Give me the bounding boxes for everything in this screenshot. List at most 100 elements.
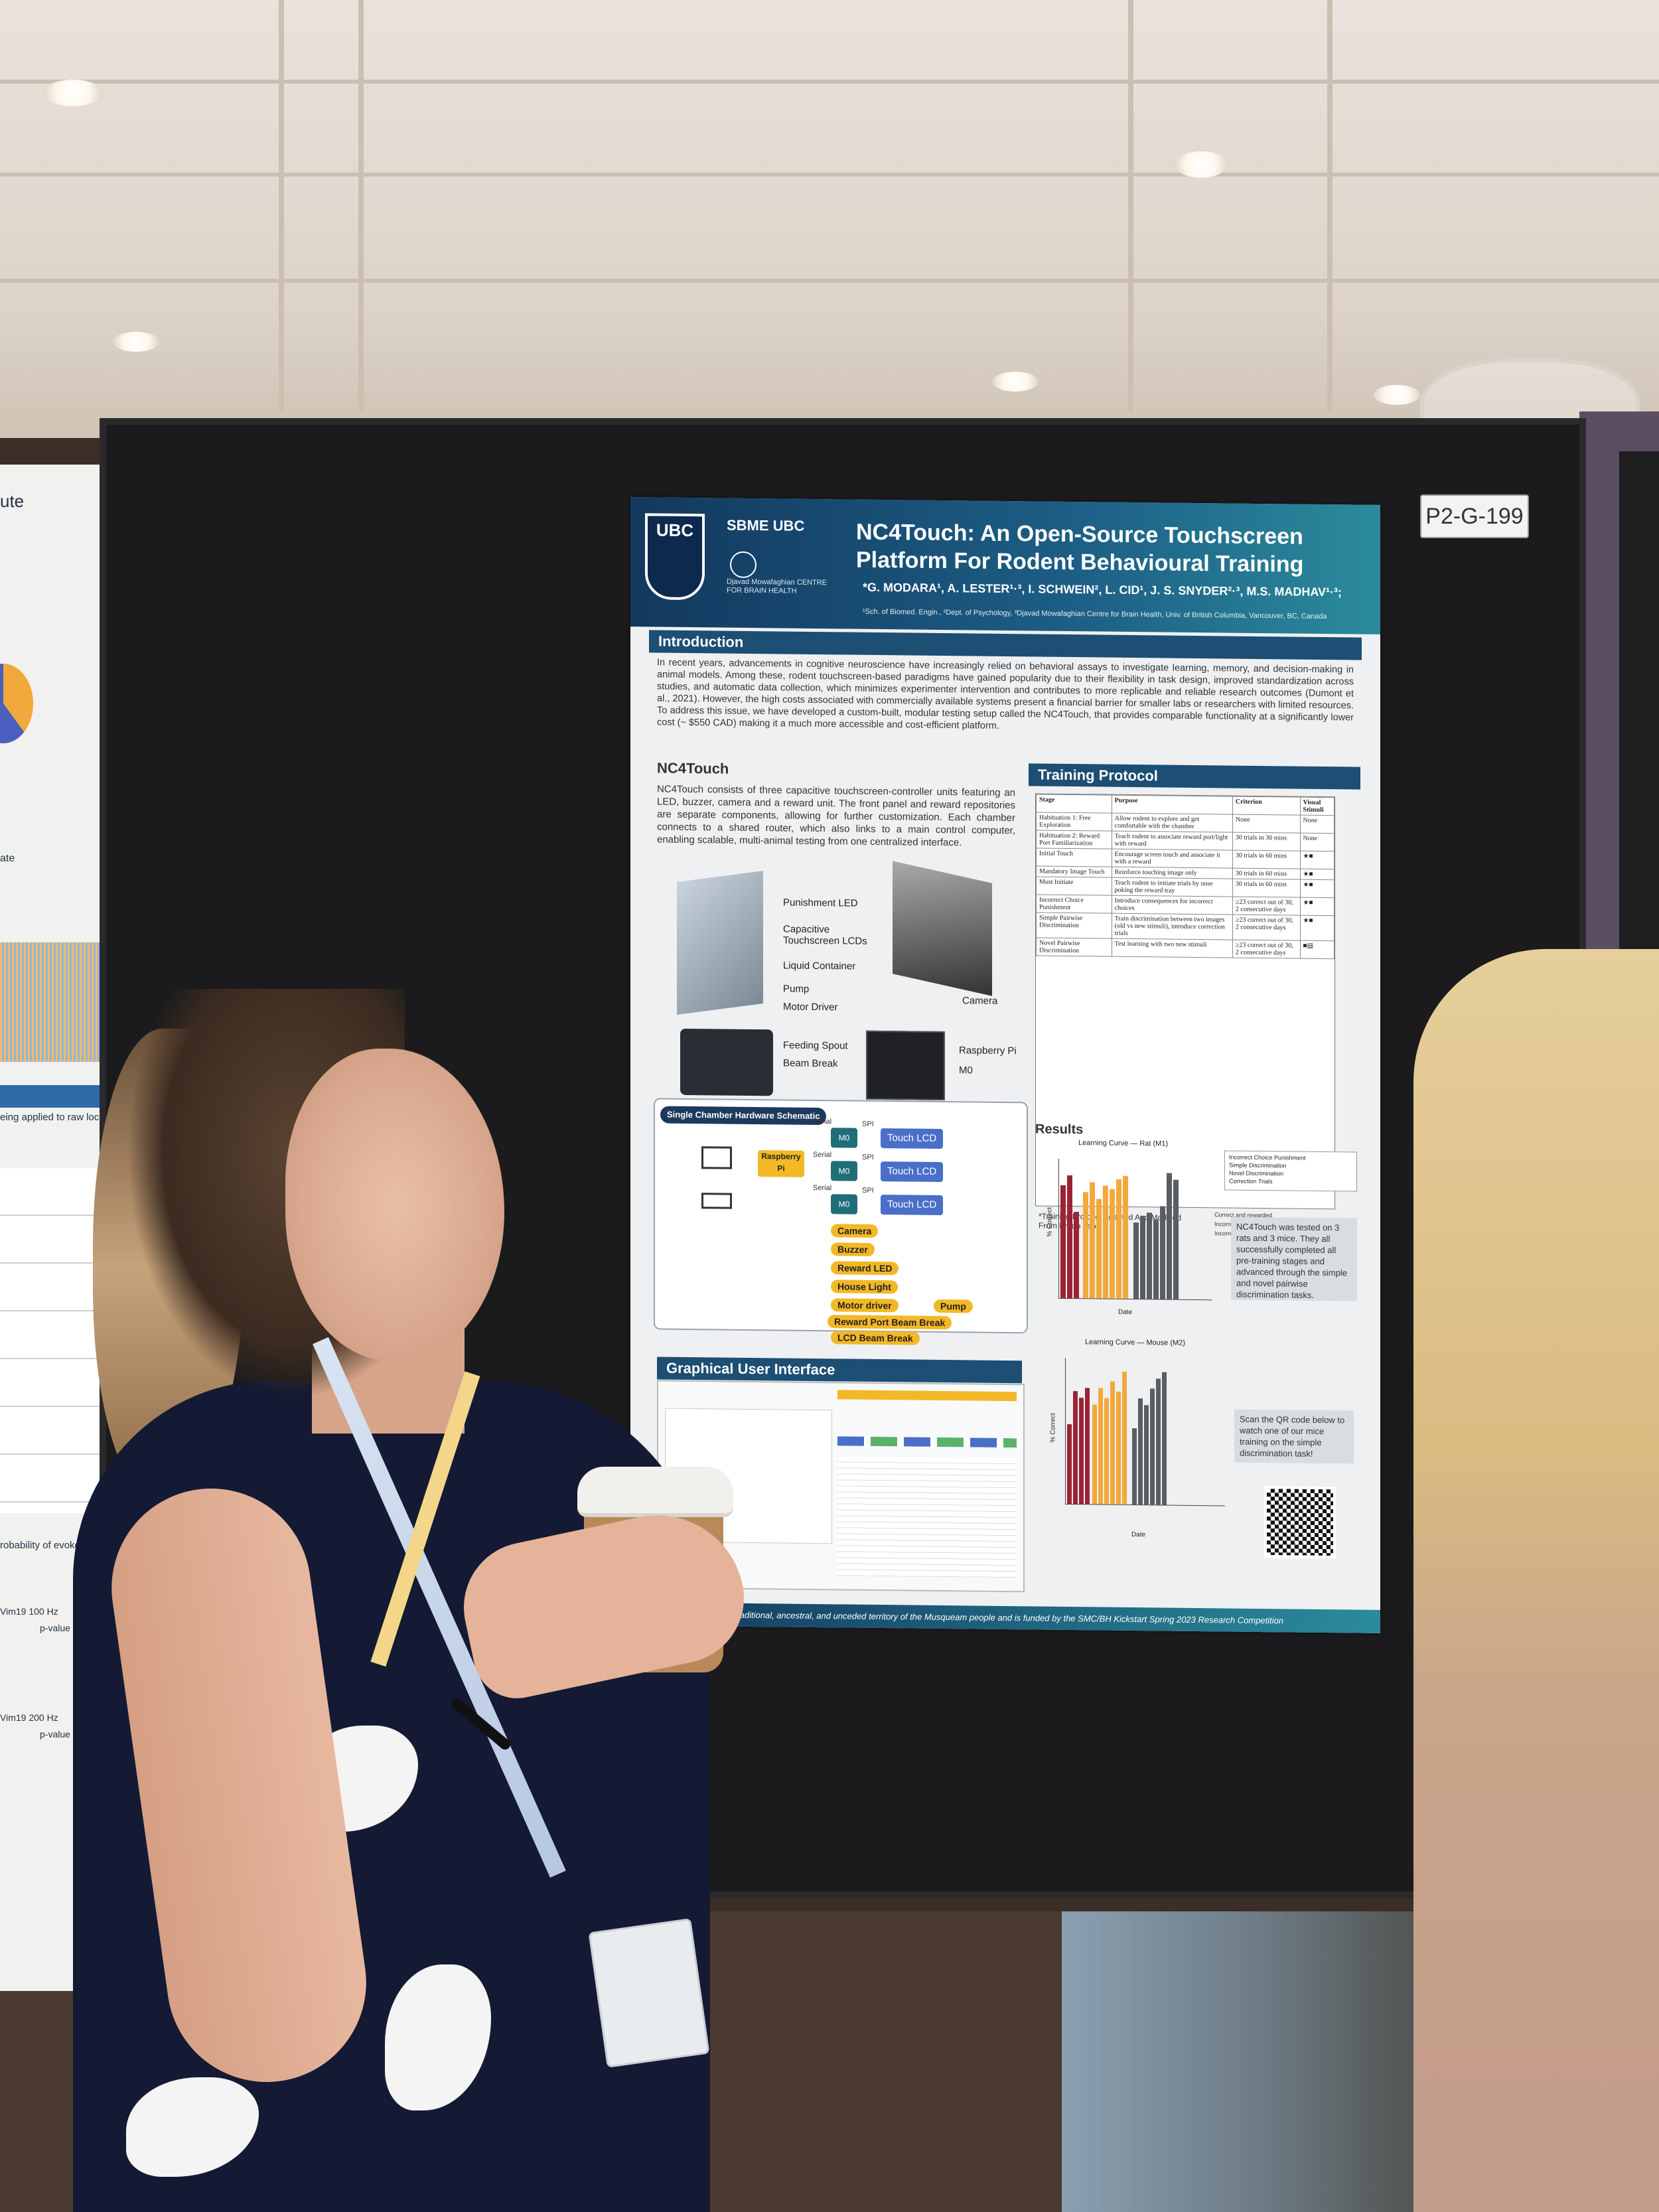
poster-title-line2: Platform For Rodent Behavioural Training: [856, 547, 1304, 577]
table-cell: Introduce consequences for incorrect cho…: [1112, 895, 1233, 915]
bar: [1079, 1398, 1084, 1505]
label-feeding-spout: Feeding Spout: [783, 1039, 848, 1052]
table-cell: 30 trials in 60 mins: [1232, 850, 1301, 869]
bar: [1060, 1185, 1066, 1298]
bar: [1138, 1398, 1143, 1505]
bar: [1162, 1372, 1167, 1505]
signal-plot: [0, 942, 100, 1062]
brain-health-icon: [730, 551, 757, 579]
bar: [1092, 1404, 1097, 1505]
stimulus-icon: ★■: [1300, 915, 1334, 941]
serial-label: Serial: [813, 1150, 832, 1159]
touch-lcd-block: Touch LCD: [881, 1161, 944, 1183]
bar: [1122, 1371, 1127, 1505]
chart-xlabel: Date: [1131, 1530, 1146, 1539]
ceiling-light: [43, 80, 103, 106]
nc4touch-poster: UBC SBME UBC Djavad Mowafaghian CENTRE F…: [630, 497, 1380, 1633]
protocol-col-purpose: Purpose: [1112, 795, 1233, 815]
schematic-item-motor-driver: Motor driver: [831, 1298, 899, 1313]
bar: [1156, 1378, 1161, 1505]
m0-block: M0: [831, 1194, 857, 1215]
results-note: NC4Touch was tested on 3 rats and 3 mice…: [1231, 1217, 1357, 1301]
table-cell: None: [1300, 833, 1334, 851]
bar: [1167, 1173, 1172, 1299]
chart-legend: Incorrect Choice Punishment Simple Discr…: [1224, 1150, 1357, 1192]
schematic-item-reward-beam: Reward Port Beam Break: [828, 1315, 952, 1330]
serial-label: Serial: [813, 1183, 832, 1193]
table-cell: Incorrect Choice Punishment: [1036, 894, 1112, 914]
bar: [1133, 1222, 1139, 1299]
label-punishment-led: Punishment LED: [783, 897, 858, 909]
label-raspberry-pi: Raspberry Pi: [959, 1045, 1017, 1057]
label-beam-break: Beam Break: [783, 1057, 838, 1070]
mouse-learning-chart: Learning Curve — Mouse (M2) % Correct Da…: [1045, 1338, 1231, 1546]
bar: [1173, 1179, 1179, 1299]
bar: [1160, 1206, 1165, 1299]
hardware-schematic: Single Chamber Hardware Schematic Raspbe…: [654, 1098, 1028, 1345]
ceiling: [0, 0, 1659, 473]
schematic-item-lcd-beam: LCD Beam Break: [831, 1331, 920, 1345]
schematic-item-pump: Pump: [934, 1299, 973, 1313]
djavad-logo-text: Djavad Mowafaghian CENTRE FOR BRAIN HEAL…: [727, 577, 828, 595]
touch-lcd-block: Touch LCD: [881, 1195, 944, 1216]
bar: [1103, 1185, 1108, 1299]
bar: [1144, 1405, 1149, 1505]
table-cell: None: [1300, 815, 1334, 834]
table-cell: Test learning with two new stimuli: [1112, 938, 1233, 958]
background-people: [1062, 1911, 1460, 2212]
table-row: Simple Pairwise Discrimination Train disc…: [1036, 912, 1334, 941]
protocol-heading: Training Protocol: [1029, 763, 1360, 790]
schematic-item-buzzer: Buzzer: [831, 1242, 875, 1256]
table-cell: ≥23 correct out of 30, 2 consecutive day…: [1232, 897, 1301, 916]
schematic-item-camera: Camera: [831, 1224, 879, 1238]
chart-title: Learning Curve — Rat (M1): [1078, 1139, 1169, 1148]
bar: [1067, 1175, 1072, 1299]
chart-ylabel: % Correct: [1049, 1412, 1057, 1443]
dress-pattern: [126, 2077, 259, 2177]
protocol-col-stage: Stage: [1036, 794, 1112, 814]
stimulus-icon: ★■: [1300, 879, 1334, 898]
bar: [1098, 1388, 1103, 1505]
intro-text: In recent years, advancements in cogniti…: [657, 657, 1354, 731]
table-cell: None: [1232, 814, 1301, 834]
sbme-logo: SBME UBC: [727, 516, 805, 534]
table-cell: ≥23 correct out of 30, 2 consecutive day…: [1232, 940, 1301, 959]
ceiling-light: [1374, 385, 1420, 405]
touch-lcd-block: Touch LCD: [881, 1128, 944, 1149]
results-heading: Results: [1035, 1122, 1084, 1138]
chart-plot-area: [1065, 1357, 1225, 1507]
ceiling-light: [113, 332, 159, 352]
protocol-col-stimuli: Visual Stimuli: [1300, 797, 1334, 816]
label-motor-driver: Motor Driver: [783, 1001, 838, 1013]
left-poster-text: ate: [0, 853, 15, 864]
table-cell: Initial Touch: [1036, 848, 1112, 867]
bar: [1116, 1179, 1121, 1299]
gui-heading: Graphical User Interface: [657, 1357, 1022, 1384]
left-poster-text: ute: [0, 491, 25, 511]
legend-item: Correction Trials: [1229, 1177, 1273, 1185]
poster-header: UBC SBME UBC Djavad Mowafaghian CENTRE F…: [630, 497, 1380, 634]
feeding-spout-photo: [680, 1028, 773, 1096]
chart-plot-area: [1058, 1158, 1212, 1301]
bar: [1140, 1216, 1145, 1299]
label-camera: Camera: [962, 995, 998, 1007]
stimulus-icon: ■▤: [1300, 940, 1334, 959]
stimulus-icon: ★■: [1300, 869, 1334, 880]
gui-log: [837, 1456, 1017, 1578]
name-badge: [588, 1918, 710, 2068]
chart-title: Learning Curve — Mouse (M2): [1085, 1338, 1186, 1347]
rat-learning-chart: Learning Curve — Rat (M1) % Correct Date: [1039, 1139, 1218, 1327]
table-cell: 30 trials in 60 mins: [1232, 868, 1301, 880]
label-capacitive: Capacitive Touchscreen LCDs: [783, 923, 867, 947]
table-cell: Habituation 2: Reward Port Familiarizati…: [1036, 830, 1112, 849]
bar: [1150, 1388, 1155, 1505]
label-m0: M0: [959, 1065, 973, 1076]
schematic-title: Single Chamber Hardware Schematic: [660, 1106, 827, 1126]
table-cell: 30 trials in 30 mins: [1232, 832, 1301, 851]
ceiling-light: [1175, 151, 1228, 178]
bar: [1153, 1219, 1159, 1299]
table-cell: Train discrimination between two images …: [1112, 913, 1233, 940]
chamber-photo: [677, 871, 763, 1015]
left-poster-text: eing applied to raw local: [0, 1112, 107, 1123]
bar: [1083, 1192, 1088, 1299]
